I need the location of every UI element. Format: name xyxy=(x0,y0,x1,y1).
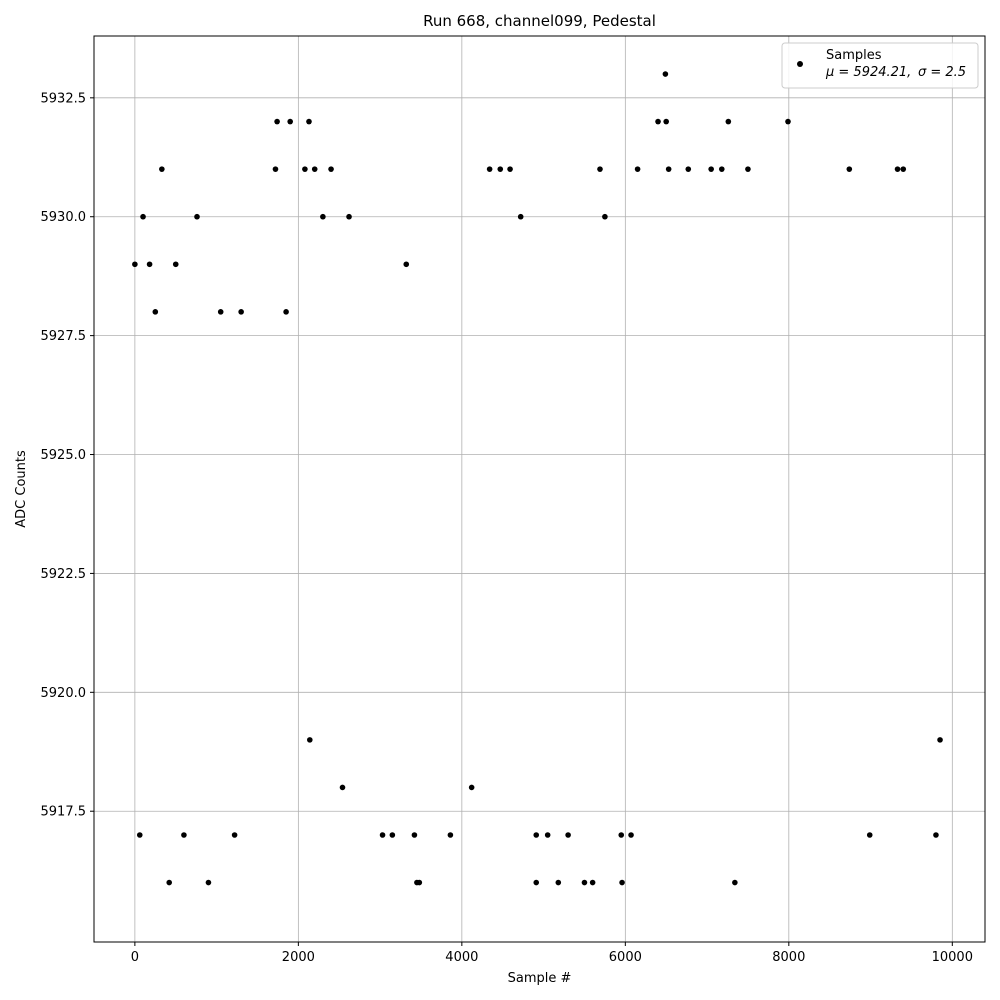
y-tick-label: 5932.5 xyxy=(41,91,87,106)
data-point xyxy=(589,879,596,886)
y-tick-label: 5927.5 xyxy=(41,329,87,344)
data-point xyxy=(231,832,238,838)
data-point xyxy=(866,832,873,838)
data-point xyxy=(663,118,670,125)
data-point xyxy=(732,879,738,886)
data-point xyxy=(517,213,524,220)
data-point xyxy=(718,166,725,172)
x-axis-label: Sample # xyxy=(508,971,572,986)
y-tick-label: 5917.5 xyxy=(41,805,87,820)
data-point xyxy=(662,71,669,77)
data-point xyxy=(346,213,352,220)
data-point xyxy=(933,832,939,838)
x-tick-label: 2000 xyxy=(282,950,315,965)
data-points xyxy=(132,71,943,886)
data-point xyxy=(328,166,334,172)
data-point xyxy=(311,166,318,172)
data-point xyxy=(302,166,308,172)
y-tick-label: 5930.0 xyxy=(41,210,87,225)
y-tick-label: 5925.0 xyxy=(41,448,87,463)
data-point xyxy=(533,879,540,886)
data-point xyxy=(725,118,732,125)
plot-frame xyxy=(93,35,986,943)
data-point xyxy=(152,309,159,315)
data-point xyxy=(217,309,224,315)
x-tick-label: 8000 xyxy=(772,950,805,965)
data-point xyxy=(411,832,418,838)
data-point xyxy=(900,166,907,172)
legend-sigma: σ = 2.5 xyxy=(918,65,966,80)
data-point xyxy=(205,879,212,886)
legend-box xyxy=(781,42,979,89)
x-tick-label: 10000 xyxy=(932,950,973,965)
data-point xyxy=(306,118,312,125)
data-point xyxy=(447,832,454,838)
data-point xyxy=(238,309,244,315)
data-point xyxy=(389,832,396,838)
data-point xyxy=(140,213,146,220)
data-point xyxy=(307,737,313,743)
data-point xyxy=(403,261,410,268)
data-point xyxy=(274,118,280,125)
data-point xyxy=(136,832,143,838)
legend-mu: μ = 5924.21, xyxy=(825,65,911,80)
data-point xyxy=(655,118,661,125)
data-point xyxy=(634,166,641,172)
data-point xyxy=(618,832,625,838)
data-point xyxy=(468,784,475,791)
data-point xyxy=(708,166,714,172)
data-point xyxy=(619,879,625,886)
chart-title: Run 668, channel099, Pedestal xyxy=(423,12,656,30)
data-point xyxy=(339,784,346,791)
data-point xyxy=(846,166,853,172)
x-tick-label: 4000 xyxy=(445,950,478,965)
data-point xyxy=(507,166,513,172)
data-point xyxy=(597,166,603,172)
y-axis-label: ADC Counts xyxy=(14,450,29,528)
data-point xyxy=(132,261,138,268)
data-point xyxy=(486,166,493,172)
data-point xyxy=(497,166,504,172)
data-point xyxy=(785,118,791,125)
data-point xyxy=(533,832,540,838)
data-point xyxy=(194,213,200,220)
data-point xyxy=(320,213,326,220)
legend-label: Samples xyxy=(826,48,882,63)
y-tick-label: 5922.5 xyxy=(41,567,87,582)
axis-ticks: 0 2000 4000 6000 8000 10000 5917.5 5920.0 5922.5… xyxy=(41,91,973,965)
legend-marker xyxy=(797,61,803,67)
data-point xyxy=(745,166,751,172)
data-point xyxy=(565,832,571,838)
data-point xyxy=(159,166,165,172)
data-point xyxy=(685,166,692,172)
y-tick-label: 5920.0 xyxy=(41,686,87,701)
data-point xyxy=(272,166,279,172)
data-point xyxy=(283,309,289,315)
data-point xyxy=(937,737,943,743)
x-tick-label: 0 xyxy=(131,950,139,965)
data-point xyxy=(379,832,386,838)
data-point xyxy=(581,879,588,886)
data-point xyxy=(166,879,173,886)
data-point xyxy=(416,879,423,886)
grid-lines xyxy=(94,36,985,942)
data-point xyxy=(628,832,634,838)
data-point xyxy=(544,832,551,838)
legend: Samples μ = 5924.21, σ = 2.5 xyxy=(781,42,979,89)
data-point xyxy=(172,261,179,268)
data-point xyxy=(665,166,672,172)
data-point xyxy=(602,213,608,220)
data-point xyxy=(894,166,901,172)
data-point xyxy=(146,261,153,268)
data-point xyxy=(181,832,187,838)
data-point xyxy=(287,118,293,125)
data-point xyxy=(555,879,562,886)
x-tick-label: 6000 xyxy=(609,950,642,965)
